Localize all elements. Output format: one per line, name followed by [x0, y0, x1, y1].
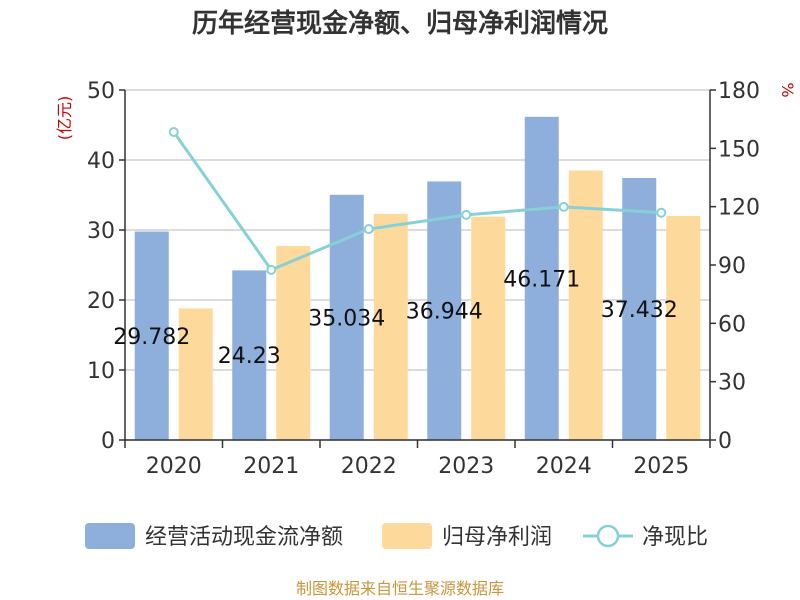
bar-net-profit: [471, 216, 506, 440]
bar-data-label: 35.034: [308, 306, 385, 331]
left-tick-label: 50: [87, 79, 115, 104]
bar-cashflow: [427, 181, 462, 441]
legend-label-cashflow: 经营活动现金流净额: [145, 525, 343, 550]
left-tick-label: 40: [87, 149, 115, 174]
bar-cashflow: [232, 270, 267, 440]
ratio-point: [168, 127, 179, 137]
bar-data-label: 46.171: [503, 267, 580, 292]
left-tick-label: 10: [87, 359, 115, 384]
x-tick-label: 2021: [243, 454, 299, 479]
legend-swatch-net-profit: [382, 523, 432, 549]
ratio-line-path: [172, 131, 662, 272]
legend: 经营活动现金流净额 归母净利润 净现比: [85, 523, 708, 550]
bar-data-label: 36.944: [406, 300, 483, 325]
axes: 0 10 20 30 40 50 0 30 60 90 120 150 180 2020 2021 2022 2…: [87, 79, 760, 479]
bar-cashflow: [622, 177, 657, 441]
legend-label-net-profit: 归母净利润: [442, 525, 552, 550]
bar-net-profit: [666, 216, 701, 440]
bar-data-label: 37.432: [601, 298, 678, 323]
legend-swatch-ratio-marker: [596, 524, 620, 548]
right-tick-label: 0: [718, 429, 732, 454]
bar-data-label: 24.23: [218, 344, 281, 369]
legend-label-ratio: 净现比: [642, 525, 708, 550]
bar-labels: 29.782 24.23 35.034 36.944 46.171 37.432: [113, 267, 677, 369]
ratio-point: [266, 264, 277, 275]
ratio-point: [656, 207, 667, 218]
x-tick-label: 2022: [341, 454, 397, 479]
bars: [134, 116, 701, 441]
data-source: 制图数据来自恒生聚源数据库: [296, 579, 504, 598]
ratio-point: [363, 224, 374, 235]
right-tick-label: 180: [718, 79, 760, 104]
ratio-point: [461, 209, 472, 220]
left-tick-label: 20: [87, 289, 115, 314]
bar-cashflow: [134, 231, 169, 440]
x-tick-label: 2024: [536, 454, 592, 479]
bar-data-label: 29.782: [113, 325, 190, 350]
x-tick-label: 2020: [146, 454, 202, 479]
left-axis-unit: (亿元): [55, 96, 74, 141]
x-tick-label: 2023: [438, 454, 494, 479]
bar-net-profit: [373, 213, 408, 440]
left-tick-label: 30: [87, 219, 115, 244]
legend-swatch-cashflow: [85, 523, 135, 549]
bar-net-profit: [568, 170, 603, 440]
right-tick-label: 120: [718, 196, 760, 221]
right-tick-label: 60: [718, 312, 746, 337]
bar-net-profit: [276, 246, 311, 440]
bar-cashflow: [329, 194, 364, 440]
bar-net-profit: [178, 308, 213, 440]
right-tick-label: 150: [718, 137, 760, 162]
chart-title: 历年经营现金净额、归母净利润情况: [192, 8, 608, 39]
x-tick-label: 2025: [633, 454, 689, 479]
right-tick-label: 90: [718, 254, 746, 279]
right-tick-label: 30: [718, 371, 746, 396]
ratio-point: [558, 201, 569, 212]
left-tick-label: 0: [101, 429, 115, 454]
right-axis-unit: %: [778, 82, 797, 97]
bar-cashflow: [524, 116, 559, 440]
ratio-line: [168, 127, 667, 275]
